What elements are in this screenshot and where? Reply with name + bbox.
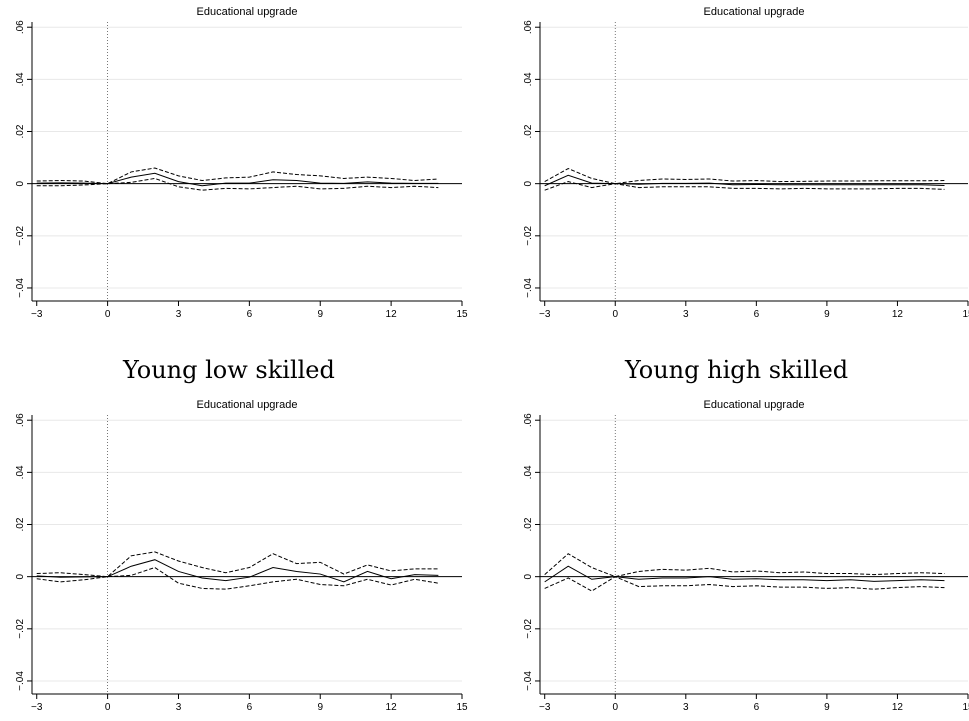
y-tick-label: .06 xyxy=(523,413,534,427)
confidence-bound-line xyxy=(36,167,439,185)
y-tick-label: .06 xyxy=(15,413,26,427)
chart-panel-4: Educational upgrade −.04 −.02 0 .02 .04 .06 −3 0… xyxy=(523,399,969,713)
confidence-bound-line xyxy=(544,181,945,191)
y-tick-label: 0 xyxy=(523,573,534,579)
y-tick-label: 0 xyxy=(15,573,26,579)
y-tick-label: −.02 xyxy=(523,619,534,639)
x-tick-label: 9 xyxy=(824,702,830,713)
x-tick-label: 0 xyxy=(105,702,111,713)
confidence-bound-line xyxy=(544,576,945,592)
y-tick-label: −.02 xyxy=(523,226,534,246)
row-title-young-low-skilled: Young low skilled xyxy=(123,356,335,384)
chart-title: Educational upgrade xyxy=(704,399,805,411)
x-tick-label: 3 xyxy=(683,702,689,713)
x-tick-label: −3 xyxy=(31,702,43,713)
y-tick-label: −.04 xyxy=(523,278,534,298)
y-tick-label: −.02 xyxy=(15,619,26,639)
x-tick-label: 0 xyxy=(612,702,618,713)
x-tick-label: 15 xyxy=(456,702,468,713)
y-tick-label: .04 xyxy=(523,72,534,86)
y-tick-label: 0 xyxy=(15,180,26,186)
chart-title: Educational upgrade xyxy=(704,6,805,18)
x-tick-label: 6 xyxy=(247,309,253,320)
x-tick-label: 6 xyxy=(754,309,760,320)
x-tick-label: 12 xyxy=(892,702,904,713)
y-tick-label: .02 xyxy=(523,124,534,138)
point-estimate-line xyxy=(544,565,945,583)
point-estimate-line xyxy=(544,174,945,187)
x-tick-label: 12 xyxy=(386,702,398,713)
x-tick-label: 15 xyxy=(962,702,969,713)
x-tick-label: 9 xyxy=(824,309,830,320)
y-tick-label: −.04 xyxy=(15,278,26,298)
y-tick-label: −.02 xyxy=(15,226,26,246)
x-tick-label: 3 xyxy=(683,309,689,320)
x-tick-label: 15 xyxy=(456,309,468,320)
chart-panel-1: Educational upgrade −.04 −.02 0 .02 .04 .06 −3 0… xyxy=(15,6,468,320)
x-tick-label: 9 xyxy=(317,309,323,320)
confidence-bound-line xyxy=(36,566,439,590)
y-tick-label: −.04 xyxy=(523,671,534,691)
x-tick-label: 15 xyxy=(962,309,969,320)
chart-title: Educational upgrade xyxy=(197,6,298,18)
y-tick-label: .06 xyxy=(523,20,534,34)
y-tick-label: 0 xyxy=(523,180,534,186)
confidence-bound-line xyxy=(36,177,439,191)
x-tick-label: 3 xyxy=(176,309,182,320)
x-tick-label: 9 xyxy=(317,702,323,713)
x-tick-label: −3 xyxy=(539,702,551,713)
y-tick-label: .02 xyxy=(523,517,534,531)
chart-panel-2: Educational upgrade −.04 −.02 0 .02 .04 .06 −3 0… xyxy=(523,6,969,320)
confidence-bound-line xyxy=(544,553,945,578)
y-tick-label: .04 xyxy=(523,465,534,479)
y-tick-label: .02 xyxy=(15,517,26,531)
y-tick-label: −.04 xyxy=(15,671,26,691)
chart-panel-3: Educational upgrade −.04 −.02 0 .02 .04 .06 −3 0… xyxy=(15,399,468,713)
x-tick-label: 12 xyxy=(386,309,398,320)
y-tick-label: .04 xyxy=(15,72,26,86)
x-tick-label: 6 xyxy=(247,702,253,713)
y-tick-label: .06 xyxy=(15,20,26,34)
chart-title: Educational upgrade xyxy=(197,399,298,411)
x-tick-label: 0 xyxy=(612,309,618,320)
y-tick-label: .04 xyxy=(15,465,26,479)
x-tick-label: −3 xyxy=(539,309,551,320)
confidence-bound-line xyxy=(544,167,945,185)
x-tick-label: 3 xyxy=(176,702,182,713)
confidence-bound-line xyxy=(36,551,439,578)
x-tick-label: −3 xyxy=(31,309,43,320)
x-tick-label: 6 xyxy=(754,702,760,713)
row-title-young-high-skilled: Young high skilled xyxy=(625,356,849,384)
y-tick-label: .02 xyxy=(15,124,26,138)
x-tick-label: 0 xyxy=(105,309,111,320)
x-tick-label: 12 xyxy=(892,309,904,320)
